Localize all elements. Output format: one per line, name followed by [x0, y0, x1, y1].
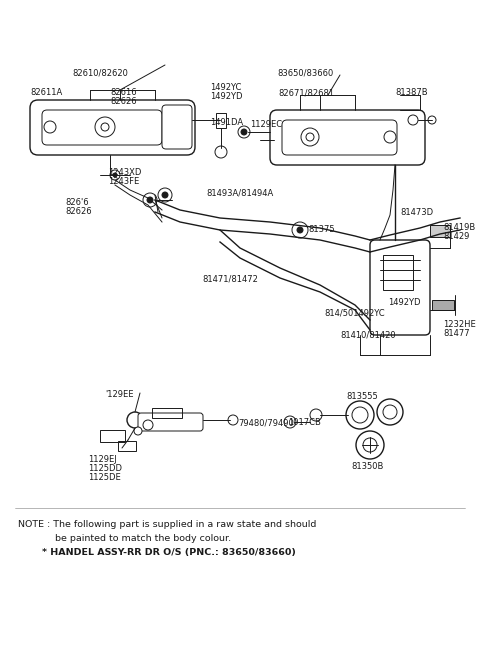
Text: 1243FE: 1243FE — [108, 177, 139, 186]
Circle shape — [310, 409, 322, 421]
Text: 83650/83660: 83650/83660 — [277, 68, 333, 77]
FancyBboxPatch shape — [370, 240, 430, 335]
Circle shape — [110, 170, 120, 180]
Text: 1232HE: 1232HE — [443, 320, 476, 329]
Text: 1017CB: 1017CB — [288, 418, 321, 427]
Text: 81473D: 81473D — [400, 208, 433, 217]
Text: 82616: 82616 — [110, 88, 137, 97]
Circle shape — [363, 438, 377, 452]
FancyBboxPatch shape — [42, 110, 162, 145]
Circle shape — [162, 192, 168, 198]
FancyBboxPatch shape — [30, 100, 195, 155]
Circle shape — [356, 431, 384, 459]
Text: 1129EC: 1129EC — [250, 120, 282, 129]
Circle shape — [143, 420, 153, 430]
Circle shape — [297, 227, 303, 233]
Text: 1125DD: 1125DD — [88, 464, 122, 473]
Circle shape — [352, 407, 368, 423]
Text: 81387B: 81387B — [395, 88, 428, 97]
FancyBboxPatch shape — [282, 120, 397, 155]
Text: 81477: 81477 — [443, 329, 469, 338]
Text: 1243XD: 1243XD — [108, 168, 142, 177]
Text: 81419B: 81419B — [443, 223, 475, 232]
Text: 81410/81420: 81410/81420 — [340, 330, 396, 339]
Bar — [432, 300, 454, 310]
Text: 1129EJ: 1129EJ — [88, 455, 117, 464]
Text: 1492YD: 1492YD — [388, 298, 420, 307]
Text: 82611A: 82611A — [30, 88, 62, 97]
Text: 814/501492YC: 814/501492YC — [324, 308, 385, 317]
Circle shape — [346, 401, 374, 429]
Text: be painted to match the body colour.: be painted to match the body colour. — [55, 534, 231, 543]
Circle shape — [284, 416, 296, 428]
Circle shape — [147, 197, 153, 203]
Bar — [118, 441, 136, 451]
Circle shape — [127, 412, 143, 428]
Circle shape — [306, 133, 314, 141]
Text: '129EE: '129EE — [105, 390, 133, 399]
Bar — [152, 408, 182, 418]
Circle shape — [101, 123, 109, 131]
Text: 82610/82620: 82610/82620 — [72, 68, 128, 77]
Text: 81429: 81429 — [443, 232, 469, 241]
Text: 79480/79490: 79480/79490 — [238, 418, 294, 427]
Text: 82671/82681: 82671/82681 — [278, 88, 334, 97]
Bar — [216, 113, 226, 128]
Bar — [100, 430, 125, 442]
Text: 82626: 82626 — [65, 207, 92, 216]
Text: 81471/81472: 81471/81472 — [202, 275, 258, 284]
FancyBboxPatch shape — [138, 413, 203, 431]
Bar — [430, 225, 450, 237]
FancyBboxPatch shape — [162, 105, 192, 149]
Circle shape — [377, 399, 403, 425]
Text: 81493A/81494A: 81493A/81494A — [206, 188, 274, 197]
Text: 81350B: 81350B — [352, 462, 384, 471]
Text: 81375: 81375 — [308, 225, 335, 234]
Text: 826'6: 826'6 — [65, 198, 89, 207]
Circle shape — [113, 173, 117, 177]
Text: 1125DE: 1125DE — [88, 473, 121, 482]
Text: 813555: 813555 — [346, 392, 378, 401]
Circle shape — [383, 405, 397, 419]
Circle shape — [241, 129, 247, 135]
Circle shape — [95, 117, 115, 137]
Text: NOTE : The following part is supplied in a raw state and should: NOTE : The following part is supplied in… — [18, 520, 316, 529]
Circle shape — [134, 427, 142, 435]
Text: 82626: 82626 — [110, 97, 137, 106]
Text: 1491DA: 1491DA — [210, 118, 243, 127]
Text: * HANDEL ASSY-RR DR O/S (PNC.: 83650/83660): * HANDEL ASSY-RR DR O/S (PNC.: 83650/836… — [42, 548, 296, 557]
FancyBboxPatch shape — [270, 110, 425, 165]
Bar — [383, 255, 413, 290]
Circle shape — [301, 128, 319, 146]
Text: 1492YC: 1492YC — [210, 83, 241, 92]
Circle shape — [428, 116, 436, 124]
Text: 1492YD: 1492YD — [210, 92, 242, 101]
